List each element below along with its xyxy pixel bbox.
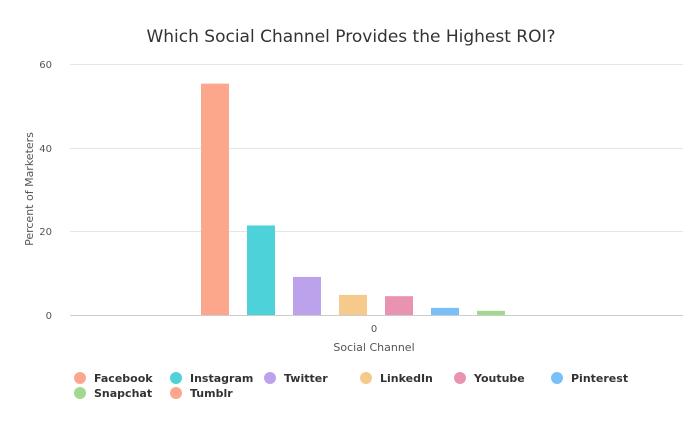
bar-linkedin[interactable] [339,294,367,315]
legend-item-pinterest[interactable]: Pinterest [551,372,628,385]
bar-pinterest[interactable] [431,307,459,315]
bar-snapchat[interactable] [477,310,505,315]
legend-marker [360,372,372,384]
bar-facebook[interactable] [201,83,229,315]
legend-marker [170,372,182,384]
legend-label: Youtube [473,372,525,385]
legend-label: Instagram [190,372,253,385]
y-tick-label: 60 [39,60,52,71]
bar-instagram[interactable] [247,225,275,315]
y-tick-label: 0 [46,311,52,322]
legend-item-instagram[interactable]: Instagram [170,372,253,385]
bar-youtube[interactable] [385,296,413,315]
legend-marker [264,372,276,384]
legend-marker [454,372,466,384]
legend-label: Snapchat [94,387,152,400]
legend-label: Facebook [94,372,153,385]
legend-marker [74,387,86,399]
legend-item-facebook[interactable]: Facebook [74,372,153,385]
legend-marker [170,387,182,399]
y-tick-label: 20 [39,227,52,238]
legend-label: LinkedIn [380,372,433,385]
legend-item-snapchat[interactable]: Snapchat [74,387,152,400]
chart-title: Which Social Channel Provides the Highes… [146,27,555,47]
bars [201,83,505,315]
bar-twitter[interactable] [293,276,321,315]
legend-item-tumblr[interactable]: Tumblr [170,387,233,400]
y-axis-ticks: 0 20 40 60 [39,60,52,322]
legend-item-twitter[interactable]: Twitter [264,372,328,385]
legend-label: Tumblr [190,387,233,400]
y-axis-title: Percent of Marketers [23,132,36,246]
legend-label: Twitter [284,372,328,385]
x-tick-label: 0 [371,324,377,335]
x-axis-title: Social Channel [333,341,414,354]
legend: Facebook Instagram Twitter LinkedIn Youtube P… [74,372,628,400]
grid [70,64,683,316]
legend-label: Pinterest [571,372,628,385]
legend-marker [551,372,563,384]
y-tick-label: 40 [39,144,52,155]
legend-marker [74,372,86,384]
legend-item-youtube[interactable]: Youtube [454,372,525,385]
legend-item-linkedin[interactable]: LinkedIn [360,372,433,385]
